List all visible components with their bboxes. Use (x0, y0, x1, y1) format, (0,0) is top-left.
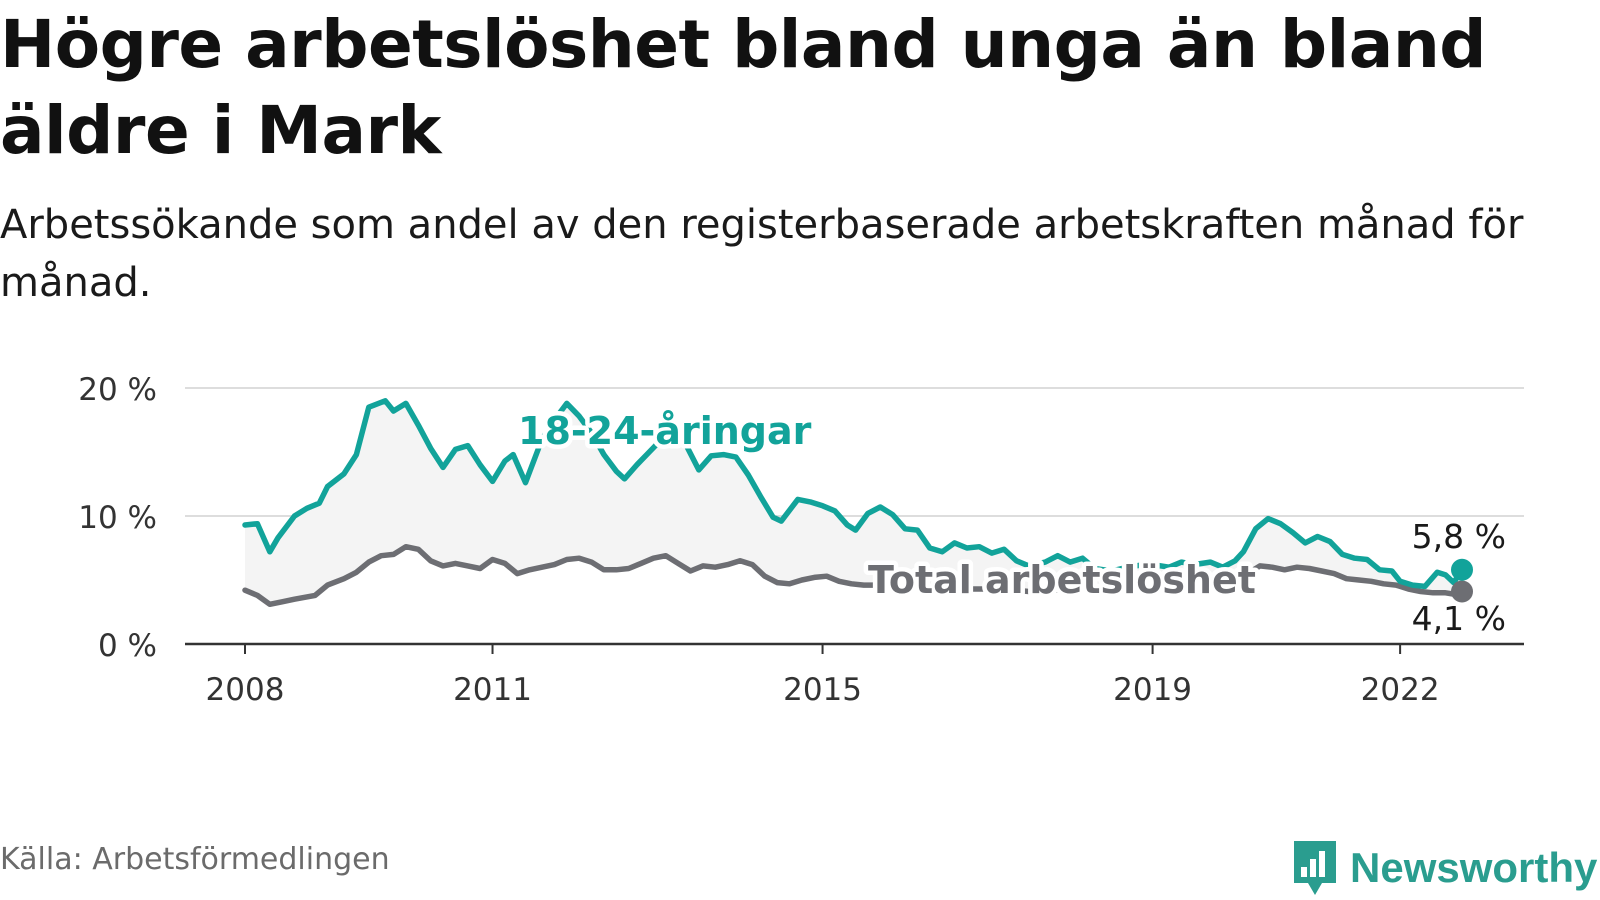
brand-name: Newsworthy (1350, 844, 1598, 891)
chart-title: Högre arbetslöshet bland unga än bland ä… (0, 6, 1487, 169)
end-point-total (1451, 580, 1473, 603)
x-tick-label: 2011 (453, 672, 532, 708)
y-tick-label: 0 % (98, 628, 157, 664)
x-tick-label: 2015 (783, 672, 862, 708)
x-tick-label: 2019 (1113, 672, 1192, 708)
bar-chart-logo-icon (1294, 841, 1336, 895)
end-value-youth: 5,8 % (1412, 517, 1506, 556)
series-line-youth (242, 398, 1465, 590)
chart-subtitle: Arbetssökande som andel av den registerb… (0, 202, 1524, 306)
y-tick-label: 20 % (78, 372, 157, 408)
end-point-youth (1451, 558, 1473, 581)
line-chart: 0 % 10 % 20 % 2008 2011 2015 2019 2022 18-24-åri… (78, 372, 1524, 708)
y-tick-label: 10 % (78, 500, 157, 536)
newsworthy-logo: Newsworthy (1290, 838, 1597, 898)
series-label-youth: 18-24-åringar (518, 409, 812, 453)
end-value-total: 4,1 % (1412, 599, 1506, 638)
x-tick-label: 2008 (206, 672, 285, 708)
series-label-total: Total arbetslöshet (868, 558, 1256, 602)
series-line-total (242, 543, 1465, 608)
range-band (245, 400, 1462, 605)
x-tick-label: 2022 (1361, 672, 1440, 708)
source-note: Källa: Arbetsförmedlingen (0, 842, 390, 877)
